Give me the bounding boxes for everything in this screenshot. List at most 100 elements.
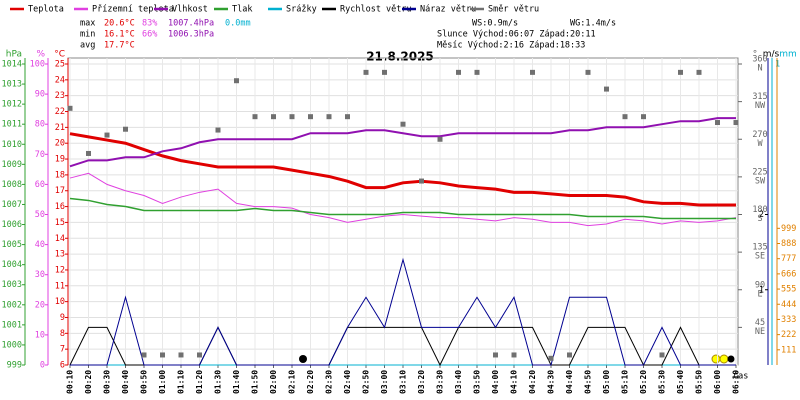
x-tick-label: 03:10 [399, 370, 408, 394]
stats-value: 66% [142, 30, 157, 40]
direction-point [585, 69, 591, 75]
legend-label: Náraz větru [420, 5, 476, 15]
direction-point [271, 114, 276, 120]
y7-tick-label: 888 [781, 239, 796, 249]
x-tick-label: 01:00 [158, 370, 167, 394]
y4-compass-label: SE [755, 252, 765, 262]
x-tick-label: 03:00 [380, 370, 389, 394]
direction-point [715, 120, 720, 126]
stats-label: avg [80, 41, 95, 51]
y7-tick-label: 333 [781, 315, 796, 325]
y-tick-label: 1004 [2, 260, 22, 270]
x-tick-label: 04:40 [565, 370, 574, 394]
legend-label: Srážky [286, 5, 317, 15]
direction-point [400, 121, 406, 127]
x-axis-label: čas [733, 371, 748, 382]
x-tick-label: 03:30 [436, 370, 445, 394]
chart-title: 21.8.2025 [366, 50, 434, 64]
icon [299, 355, 307, 363]
y-tick-label: 999 [7, 361, 22, 371]
direction-point [659, 352, 665, 358]
y4-compass-label: E [757, 289, 762, 299]
stats-value: 17.7°C [104, 41, 135, 51]
stats-value: 20.6°C [104, 19, 135, 29]
axis-unit: % [36, 50, 45, 60]
y4-tick-label: 315 [752, 92, 767, 102]
legend-label: Směr větru [488, 5, 539, 15]
stats-value: 1006.3hPa [168, 30, 214, 40]
y-tick-label: 15 [55, 218, 65, 228]
y-tick-label: 10 [55, 297, 65, 307]
legend-label: Přízemní teplota [92, 5, 174, 15]
direction-point [474, 69, 480, 75]
y-tick-label: 8 [60, 329, 65, 339]
x-tick-label: 00:30 [103, 370, 112, 394]
icon [711, 354, 721, 364]
direction-point [86, 150, 91, 156]
x-tick-label: 05:30 [658, 370, 667, 394]
stats-ws: WS:0.9m/s [472, 19, 518, 29]
direction-point [234, 78, 239, 84]
direction-point [326, 114, 332, 120]
y-tick-label: 1001 [2, 320, 22, 330]
x-tick-label: 02:40 [343, 370, 352, 394]
y-tick-label: 20 [35, 300, 45, 310]
x-tick-label: 02:30 [325, 370, 334, 394]
y4-tick-label: 180 [752, 205, 767, 215]
y7-tick-label: 555 [781, 285, 796, 295]
y-tick-label: 0 [40, 361, 45, 371]
y-tick-label: 1008 [2, 180, 22, 190]
y-tick-label: 23 [55, 91, 65, 101]
x-tick-label: 03:20 [417, 370, 426, 394]
y-tick-label: 1011 [2, 120, 22, 130]
direction-point [567, 352, 572, 358]
series-line [69, 172, 737, 227]
direction-point [511, 352, 517, 358]
stats-moon: Měsíc Východ:2:16 Západ:18:33 [437, 41, 585, 51]
axis-unit: m/s [763, 50, 780, 60]
series-line [70, 257, 736, 366]
x-tick-label: 06:10 [732, 370, 741, 394]
y-tick-label: 30 [35, 270, 45, 280]
direction-point [141, 352, 147, 358]
y-tick-label: 40 [35, 240, 45, 250]
y-tick-label: 18 [55, 170, 65, 180]
x-tick-label: 02:00 [269, 370, 278, 394]
y-tick-label: 1002 [2, 300, 22, 310]
y-tick-label: 1003 [2, 280, 22, 290]
stats-sun: Slunce Východ:06:07 Západ:20:11 [437, 30, 596, 40]
direction-point [419, 178, 424, 184]
y-tick-label: 12 [55, 265, 65, 275]
stats-value: 0.0mm [225, 19, 251, 29]
y-tick-label: 13 [55, 250, 65, 260]
y7-tick-label: 999 [781, 224, 796, 234]
x-tick-label: 04:00 [491, 370, 500, 394]
direction-point [123, 126, 128, 132]
direction-point [437, 136, 443, 142]
y-tick-label: 80 [35, 120, 45, 130]
y4-tick-label: 270 [752, 130, 767, 140]
direction-point [308, 114, 313, 120]
y-tick-label: 1009 [2, 160, 22, 170]
y5-tick-label: 1 [759, 285, 764, 295]
direction-point [67, 105, 73, 111]
y-tick-label: 19 [55, 155, 65, 165]
legend-label: Vlhkost [172, 5, 208, 15]
direction-point [622, 114, 628, 120]
direction-point [252, 114, 258, 120]
y-tick-label: 70 [35, 150, 45, 160]
stats-value: 83% [142, 19, 157, 29]
x-tick-label: 03:40 [454, 370, 463, 394]
direction-point [215, 127, 221, 133]
direction-point [696, 69, 702, 75]
y7-tick-label: 222 [781, 330, 796, 340]
y-tick-label: 1007 [2, 200, 22, 210]
axis-unit: °C [54, 50, 65, 60]
y-tick-label: 60 [35, 180, 45, 190]
y-tick-label: 7 [60, 345, 65, 355]
x-tick-label: 04:20 [528, 370, 537, 394]
direction-point [178, 352, 184, 358]
icon [719, 354, 729, 364]
x-tick-label: 04:50 [584, 370, 593, 394]
